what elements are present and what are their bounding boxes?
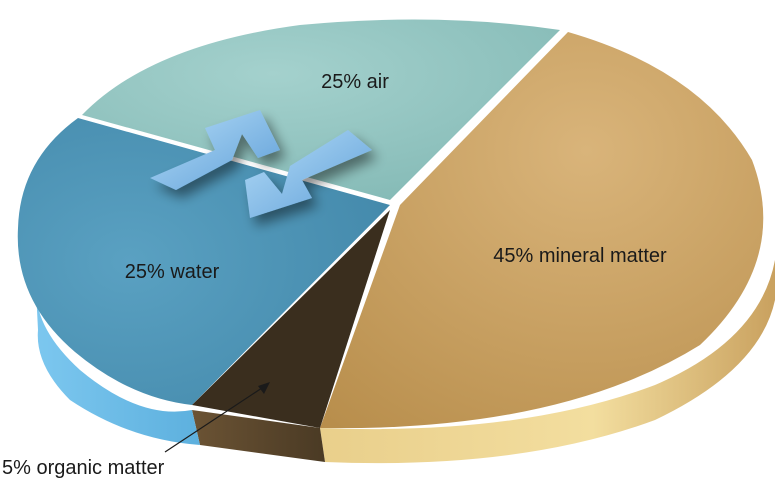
organic-pointer-arrowhead [258,382,270,394]
label-mineral: 45% mineral matter [493,245,667,267]
organic-slice-side [192,410,325,462]
organic-slice [192,210,390,428]
mineral-slice-side [320,260,775,464]
mineral-slice [320,32,764,429]
label-organic: 5% organic matter [2,457,165,479]
exchange-arrows [150,110,372,218]
arrow-down-icon [245,130,372,218]
label-water: 25% water [125,261,220,283]
water-slice-side [36,290,200,445]
air-slice [82,19,560,201]
organic-pointer-line [164,383,269,453]
arrow-up-icon [150,110,280,190]
label-air: 25% air [321,71,389,93]
